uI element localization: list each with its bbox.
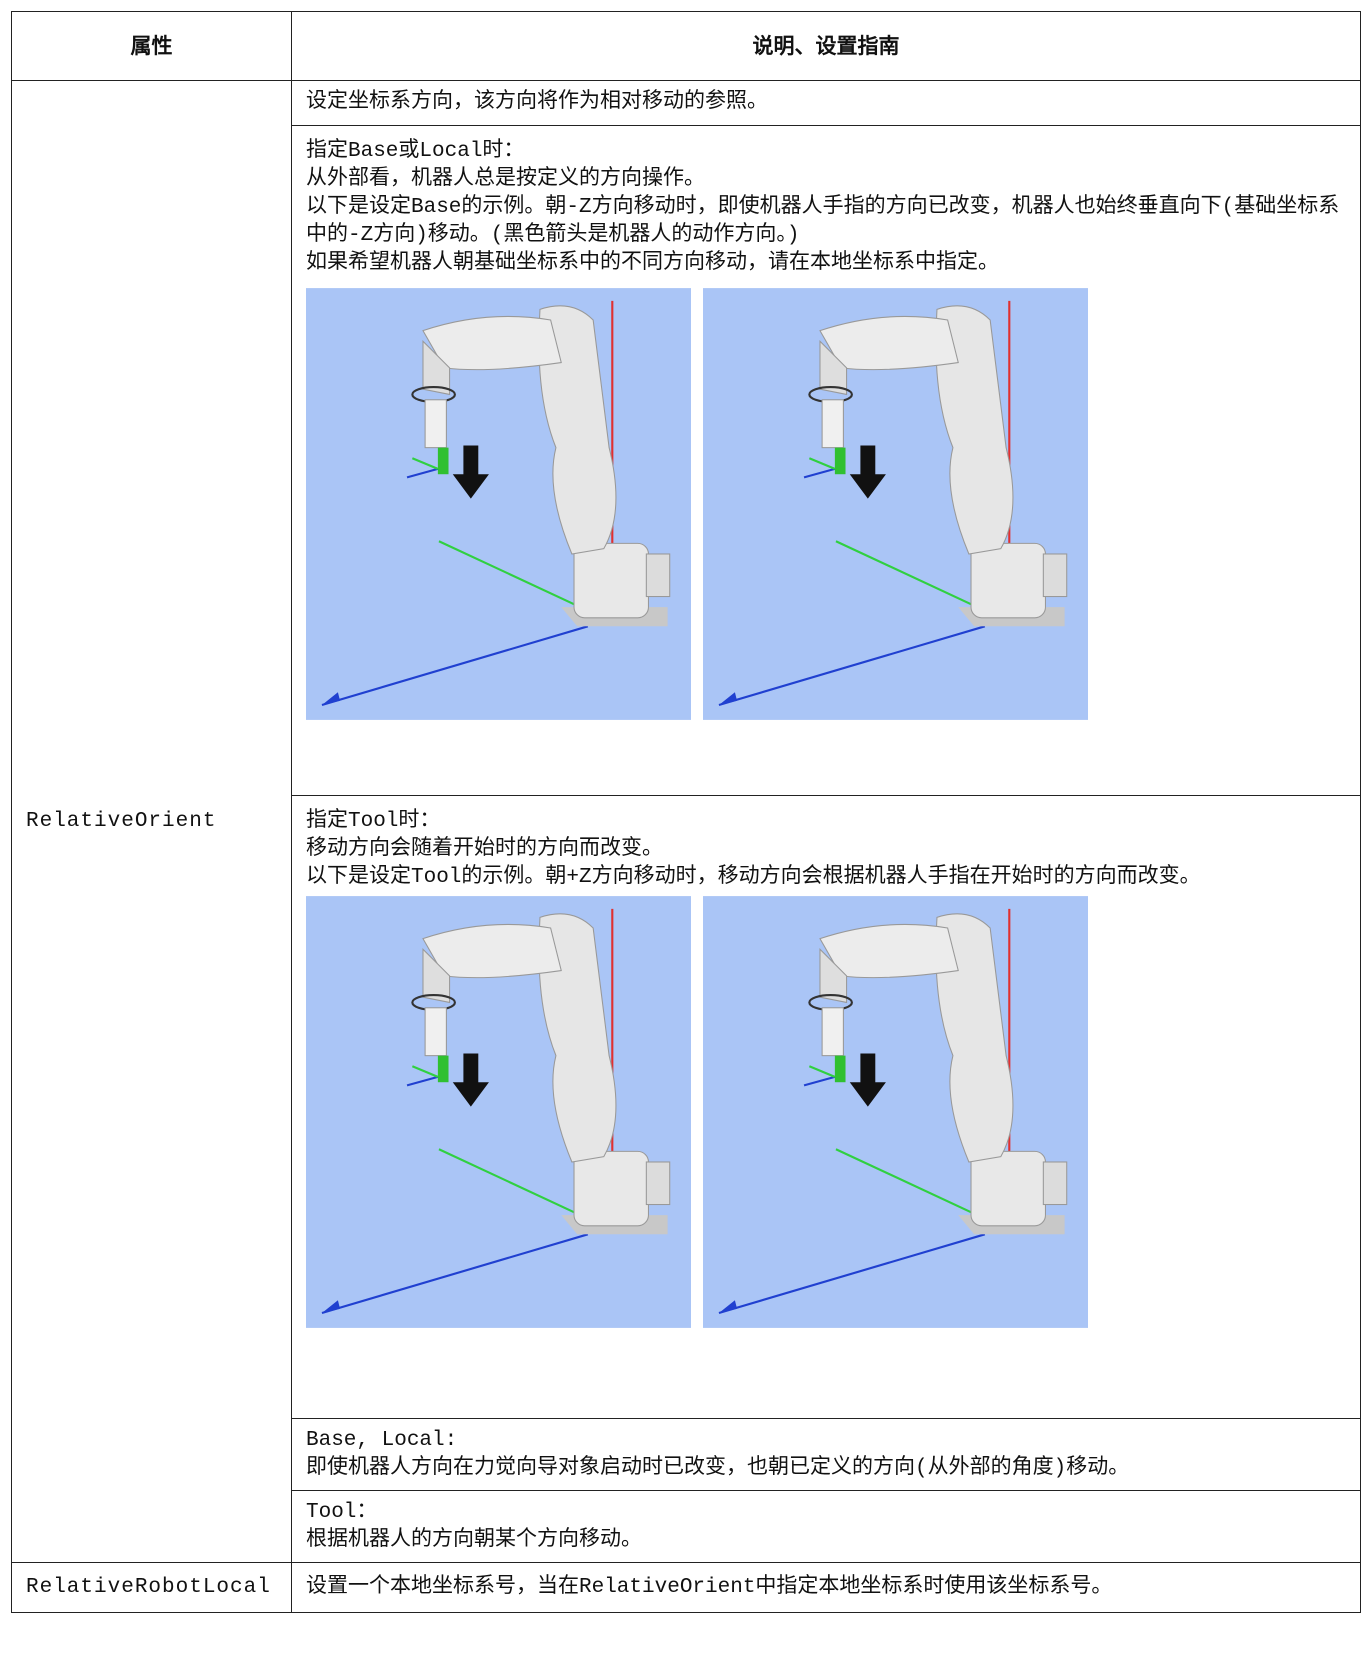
desc-line: 根据机器人的方向朝某个方向移动。 xyxy=(306,1528,642,1552)
desc-line: 移动方向会随着开始时的方向而改变。 xyxy=(306,838,663,861)
robot-image xyxy=(306,288,691,720)
desc-line: 如果希望机器人朝基础坐标系中的不同方向移动，请在本地坐标系中指定。 xyxy=(306,252,999,275)
header-row: 属性 说明、设置指南 xyxy=(11,11,1361,81)
desc-cell: Base, Local: 即使机器人方向在力觉向导对象启动时已改变，也朝已定义的… xyxy=(291,1418,1361,1491)
property-cell: RelativeOrient xyxy=(11,80,292,1563)
desc-cell: 设定坐标系方向，该方向将作为相对移动的参照。 xyxy=(291,80,1361,126)
robot-image xyxy=(703,896,1088,1328)
desc-line: 以下是设定Tool的示例。朝+Z方向移动时，移动方向会根据机器人手指在开始时的方… xyxy=(306,866,1201,889)
property-table: 属性 说明、设置指南 RelativeOrient 设定坐标系方向，该方向将作为… xyxy=(11,11,1361,1613)
desc-line: 从外部看，机器人总是按定义的方向操作。 xyxy=(306,168,705,191)
desc-line: 设定坐标系方向，该方向将作为相对移动的参照。 xyxy=(306,91,768,114)
robot-image xyxy=(703,288,1088,720)
desc-cell: Tool： 根据机器人的方向朝某个方向移动。 xyxy=(291,1490,1361,1563)
desc-line: 指定Base或Local时： xyxy=(306,140,525,163)
desc-line: Tool： xyxy=(306,1500,378,1524)
header-cell: 说明、设置指南 xyxy=(291,11,1361,81)
robot-image xyxy=(306,896,691,1328)
desc-cell: 指定Tool时： 移动方向会随着开始时的方向而改变。 以下是设定Tool的示例。… xyxy=(291,795,1361,1419)
row: 指定Tool时： 移动方向会随着开始时的方向而改变。 以下是设定Tool的示例。… xyxy=(12,795,1361,1419)
desc-cell: 设置一个本地坐标系号，当在RelativeOrient中指定本地坐标系时使用该坐… xyxy=(291,1562,1361,1613)
image-pair xyxy=(306,896,1346,1328)
desc-cell: 指定Base或Local时： 从外部看，机器人总是按定义的方向操作。 以下是设定… xyxy=(291,125,1361,796)
row: 指定Base或Local时： 从外部看，机器人总是按定义的方向操作。 以下是设定… xyxy=(12,125,1361,796)
row: RelativeRobotLocal 设置一个本地坐标系号，当在Relative… xyxy=(11,1562,1361,1613)
desc-line: Base, Local: xyxy=(306,1428,458,1452)
desc-line: 以下是设定Base的示例。朝-Z方向移动时，即使机器人手指的方向已改变，机器人也… xyxy=(306,196,1340,247)
header-cell: 属性 xyxy=(11,11,292,81)
property-cell: RelativeRobotLocal xyxy=(11,1562,292,1613)
row: RelativeOrient 设定坐标系方向，该方向将作为相对移动的参照。 xyxy=(11,80,1361,1563)
image-pair xyxy=(306,288,1346,720)
desc-line: 设置一个本地坐标系号，当在RelativeOrient中指定本地坐标系时使用该坐… xyxy=(306,1575,1113,1599)
desc-line: 指定Tool时： xyxy=(306,810,441,833)
desc-line: 即使机器人方向在力觉向导对象启动时已改变，也朝已定义的方向(从外部的角度)移动。 xyxy=(306,1456,1130,1480)
